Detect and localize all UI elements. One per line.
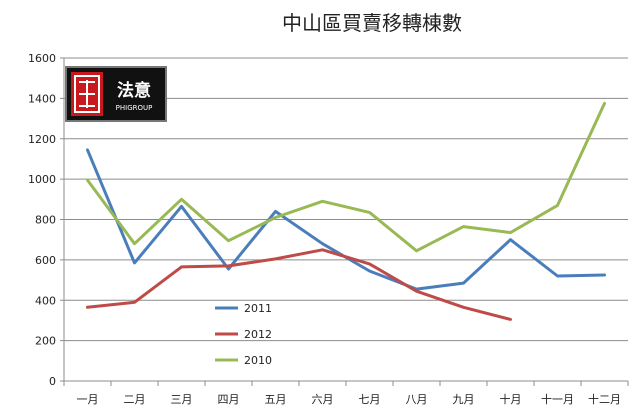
axes: 0 200 400 600 800 1000 1200 1400 1600 一月 二月 三月 四月 五月 六… — [28, 52, 629, 406]
x-tick-label: 十月 — [500, 392, 522, 406]
chart-title: 中山區買賣移轉棟數 — [282, 11, 462, 35]
series-line-2012 — [86, 248, 512, 321]
x-tick-label: 八月 — [406, 393, 428, 406]
x-tick-label: 七月 — [359, 393, 381, 406]
y-tick-label: 1400 — [28, 92, 56, 105]
y-tick-label: 600 — [35, 254, 56, 267]
legend: 2011 2012 2010 — [215, 302, 272, 367]
y-tick-label: 1000 — [28, 173, 56, 186]
y-tick-label: 400 — [35, 294, 56, 307]
series-line-2010 — [86, 101, 606, 253]
x-tick-label: 九月 — [453, 393, 475, 406]
phigroup-logo: 法意 PHIGROUP — [65, 66, 167, 122]
logo-sub-text: PHIGROUP — [116, 104, 153, 112]
y-tick-label: 800 — [35, 214, 56, 227]
legend-label: 2010 — [244, 354, 272, 367]
x-tick-label: 一月 — [77, 393, 99, 406]
x-tick-label: 四月 — [218, 393, 240, 406]
x-tick-label: 二月 — [124, 393, 146, 406]
y-tick-label: 200 — [35, 335, 56, 348]
x-tick-label: 十二月 — [588, 392, 621, 406]
y-tick-label: 1600 — [28, 52, 56, 65]
x-tick-label: 十一月 — [541, 392, 574, 406]
y-tick-label: 1200 — [28, 133, 56, 146]
logo-main-text: 法意 — [117, 80, 151, 101]
x-tick-label: 五月 — [265, 393, 287, 406]
series-layer — [86, 101, 606, 321]
x-tick-label: 六月 — [312, 393, 334, 406]
y-tick-label: 0 — [49, 375, 56, 388]
legend-label: 2011 — [244, 302, 272, 315]
x-tick-label: 三月 — [171, 393, 193, 406]
seal-glyph-icon — [74, 75, 100, 113]
legend-label: 2012 — [244, 328, 272, 341]
